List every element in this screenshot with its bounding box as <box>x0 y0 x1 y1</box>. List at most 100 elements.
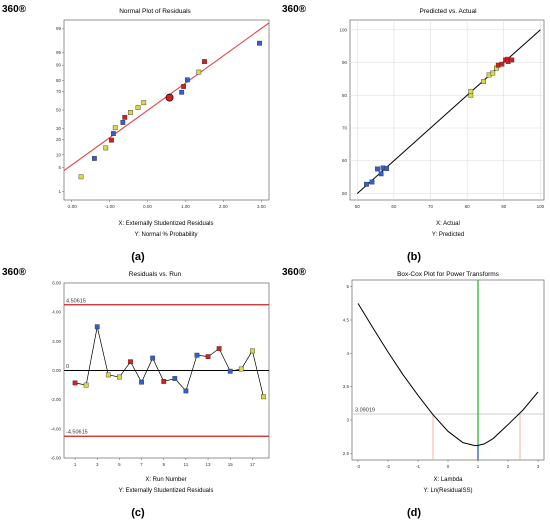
data-point <box>179 89 185 95</box>
panel-d-xlabel: X: Lambda <box>433 477 463 483</box>
data-point <box>183 388 189 394</box>
data-point <box>172 376 178 381</box>
y-tick-label: 4.5 <box>343 318 350 323</box>
data-point <box>202 59 207 65</box>
panel-c: 360® Residuals vs. Run 1 3 5 7 9 11 13 15 176.00… <box>2 267 270 519</box>
data-point <box>369 179 375 185</box>
data-point <box>364 181 369 187</box>
data-point <box>83 382 89 388</box>
data-point <box>165 93 174 102</box>
zero-line-label: 0 <box>66 364 69 370</box>
y-tick-label: 99 <box>56 26 62 31</box>
y-tick-label: 4.00 <box>52 310 61 315</box>
y-tick-label: 5 <box>346 284 349 289</box>
y-tick-label: 2.00 <box>52 339 61 344</box>
panel-c-title: Residuals vs. Run <box>129 271 182 278</box>
panel-a-xlabel: X: Externally Studentized Residuals <box>118 221 213 227</box>
y-tick-label: 2.5 <box>343 451 350 456</box>
panel-b: 360® Predicted vs. Actual 50 60 70 80 90 1005… <box>282 4 545 263</box>
x-tick-label: 3 <box>96 462 99 467</box>
x-tick-label: 70 <box>428 204 434 209</box>
data-point <box>139 379 144 385</box>
data-point <box>117 374 122 380</box>
data-point <box>227 368 233 374</box>
y-tick-label: 3.5 <box>343 384 350 389</box>
y-tick-label: 90 <box>342 60 348 65</box>
y-tick-label: 4 <box>346 351 349 356</box>
data-point <box>72 380 78 386</box>
x-tick-label: 60 <box>391 204 397 209</box>
data-point <box>141 100 147 106</box>
data-point <box>122 114 128 120</box>
x-tick-label: 3.00 <box>257 204 266 209</box>
data-point <box>205 354 211 360</box>
x-tick-label: -1.00 <box>104 204 115 209</box>
y-tick-label: 6.00 <box>52 281 61 286</box>
x-tick-label: -2.00 <box>66 204 77 209</box>
x-tick-label: -3 <box>356 464 360 469</box>
panel-c-ylabel: Y: Externally Studentized Residuals <box>119 488 214 494</box>
panel-a-marks: -2.00 -1.00 0.00 1.00 2.00 3.00 1 5 10 20 30 50 70 80… <box>56 22 269 209</box>
y-tick-label: 80 <box>342 93 348 98</box>
x-tick-label: 0.00 <box>143 204 152 209</box>
data-point <box>490 70 496 76</box>
data-point <box>249 348 255 354</box>
x-tick-label: 1 <box>477 464 480 469</box>
y-tick-label: 5 <box>58 165 61 170</box>
data-point <box>112 125 118 131</box>
data-point <box>120 120 126 125</box>
x-tick-label: 80 <box>465 204 471 209</box>
panel-b-ylabel: Y: Predicted <box>432 232 464 238</box>
x-tick-label: 9 <box>162 462 165 467</box>
x-tick-label: 50 <box>355 204 361 209</box>
y-tick-label: -4.00 <box>51 426 62 431</box>
data-point <box>161 379 167 384</box>
y-tick-label: 70 <box>342 126 348 131</box>
y-tick-label: 70 <box>56 89 62 94</box>
data-point <box>384 166 390 171</box>
x-tick-label: 2.00 <box>219 204 228 209</box>
data-point <box>509 57 515 63</box>
y-tick-label: 30 <box>56 126 62 131</box>
panel-a-title: Normal Plot of Residuals <box>119 8 191 15</box>
x-tick-label: 7 <box>140 462 143 467</box>
data-point <box>103 145 109 151</box>
x-tick-label: 1 <box>74 462 77 467</box>
x-tick-label: 13 <box>206 462 212 467</box>
data-point <box>257 40 262 46</box>
data-point <box>135 105 141 110</box>
x-tick-label: 0 <box>447 464 450 469</box>
data-point <box>128 110 133 115</box>
x-tick-label: 90 <box>501 204 507 209</box>
x-tick-label: 5 <box>118 462 121 467</box>
data-point <box>105 372 111 378</box>
data-point <box>109 137 114 143</box>
panel-b-letter: (b) <box>407 251 421 263</box>
x-tick-label: -2 <box>386 464 390 469</box>
panel-d: 360® Box-Cox Plot for Power Transforms -… <box>282 267 545 519</box>
y-tick-label: 20 <box>56 137 62 142</box>
panel-b-title: Predicted vs. Actual <box>419 8 477 15</box>
x-tick-label: 11 <box>184 462 189 467</box>
panel-a: 360® Normal Plot of Residuals -2.00 -1.00… <box>2 4 270 263</box>
y-tick-label: 10 <box>56 152 62 157</box>
upper-limit-label: 4.50615 <box>66 298 86 304</box>
panel-c-letter: (c) <box>131 507 145 519</box>
panel-a-plot-area <box>63 19 270 201</box>
x-tick-label: 3 <box>537 464 540 469</box>
data-point <box>261 394 266 400</box>
y-tick-label: 50 <box>56 108 62 113</box>
panel-d-logo: 360® <box>282 267 307 278</box>
y-tick-label: -6.00 <box>51 456 62 461</box>
x-tick-label: 2 <box>507 464 510 469</box>
panel-b-logo: 360® <box>282 4 307 15</box>
x-tick-label: 1.00 <box>181 204 190 209</box>
panel-b-xlabel: X: Actual <box>436 221 460 227</box>
data-point <box>181 84 186 89</box>
data-point <box>110 131 116 136</box>
panel-c-xlabel: X: Run Number <box>145 477 186 483</box>
panel-a-logo: 360® <box>2 4 27 15</box>
data-point <box>94 324 100 330</box>
y-tick-label: 80 <box>56 78 62 83</box>
